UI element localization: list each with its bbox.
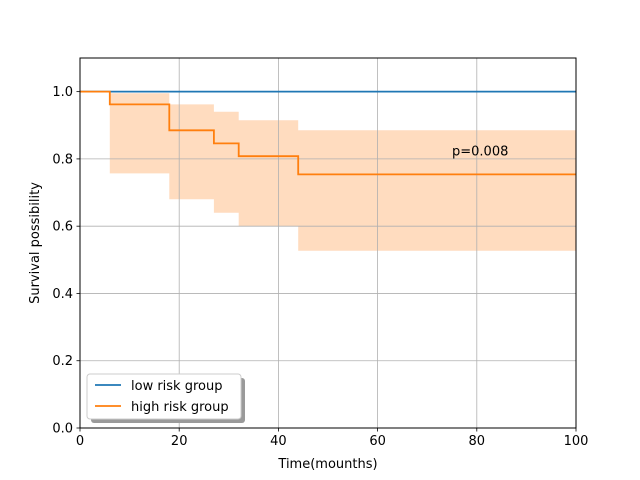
legend-label-high-risk: high risk group xyxy=(131,400,229,415)
confidence-band-layer xyxy=(80,91,576,251)
y-tick-label: 1.0 xyxy=(52,85,73,100)
y-tick-label: 0.6 xyxy=(52,220,73,235)
y-tick-label: 0.0 xyxy=(52,422,73,437)
x-axis-label: Time(mounths) xyxy=(277,457,377,472)
y-axis: 0.0 0.2 0.4 0.6 0.8 1.0 xyxy=(52,85,80,437)
x-tick-label: 20 xyxy=(171,434,188,449)
p-value-annotation: p=0.008 xyxy=(452,145,508,160)
legend: low risk group high risk group xyxy=(86,373,245,423)
confidence-band-1 xyxy=(80,91,576,251)
y-axis-label: Survival possibility xyxy=(28,182,43,304)
legend-label-low-risk: low risk group xyxy=(131,379,222,394)
annotation-layer: p=0.008 xyxy=(452,145,508,160)
legend-box xyxy=(86,373,242,420)
x-tick-label: 40 xyxy=(270,434,287,449)
x-tick-label: 0 xyxy=(76,434,84,449)
y-tick-label: 0.2 xyxy=(52,354,73,369)
series-layer xyxy=(80,90,576,176)
series-line-1 xyxy=(80,90,576,176)
y-tick-label: 0.4 xyxy=(52,287,73,302)
x-tick-label: 80 xyxy=(469,434,486,449)
x-tick-label: 60 xyxy=(369,434,386,449)
y-tick-label: 0.8 xyxy=(52,152,73,167)
x-tick-label: 100 xyxy=(564,434,589,449)
plot-frame xyxy=(79,57,577,429)
plot-area xyxy=(79,57,577,429)
x-axis: 0 20 40 60 80 100 xyxy=(76,428,589,449)
